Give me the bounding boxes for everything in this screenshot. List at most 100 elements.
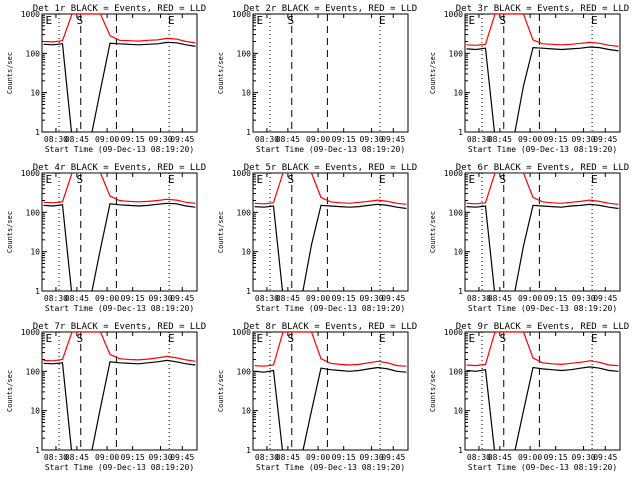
panel-title: Det 3r BLACK = Events, RED = LLD — [456, 4, 629, 14]
event-marker-letter: S — [77, 332, 84, 345]
panel-title: Det 9r BLACK = Events, RED = LLD — [456, 322, 629, 332]
y-tick-label: 10 — [241, 248, 251, 257]
event-marker-letter: E — [591, 14, 598, 27]
x-tick-label: 08:30 — [44, 453, 68, 462]
events-series-line — [466, 203, 619, 291]
x-tick-label: 08:30 — [44, 135, 68, 144]
x-tick-label: 09:45 — [381, 135, 405, 144]
plot-frame — [41, 13, 198, 133]
y-tick-label: 1 — [246, 287, 251, 296]
y-tick-label: 100 — [26, 367, 41, 376]
y-tick-label: 10 — [241, 89, 251, 98]
panel-title: Det 5r BLACK = Events, RED = LLD — [244, 163, 417, 173]
x-axis-label: Start Time (09-Dec-13 08:19:20) — [468, 463, 617, 472]
y-tick-label: 1000 — [444, 10, 463, 19]
event-marker-letter: E — [591, 332, 598, 345]
x-axis-label: Start Time (09-Dec-13 08:19:20) — [45, 304, 194, 313]
x-tick-label: 08:30 — [467, 294, 491, 303]
x-tick-label: 09:15 — [544, 294, 568, 303]
lld-series-line — [43, 332, 196, 362]
x-tick-label: 09:00 — [306, 453, 330, 462]
x-tick-label: 09:30 — [360, 135, 384, 144]
y-tick-label: 1000 — [21, 328, 40, 337]
y-axis-label: Counts/sec — [6, 52, 14, 94]
x-tick-label: 09:15 — [544, 453, 568, 462]
y-axis-label: Counts/sec — [6, 211, 14, 253]
x-tick-label: 09:00 — [95, 294, 119, 303]
y-tick-label: 100 — [26, 49, 41, 58]
event-marker-letter: E — [46, 173, 53, 186]
x-tick-label: 09:30 — [572, 294, 596, 303]
y-tick-label: 1 — [458, 287, 463, 296]
event-marker-letter: E — [379, 14, 386, 27]
y-axis-label: Counts/sec — [217, 52, 225, 94]
event-marker-letter: E — [379, 332, 386, 345]
x-tick-label: 09:45 — [170, 294, 194, 303]
x-tick-label: 08:45 — [65, 294, 89, 303]
x-tick-label: 08:30 — [467, 453, 491, 462]
x-tick-label: 08:45 — [65, 453, 89, 462]
y-tick-label: 1 — [458, 446, 463, 455]
y-axis-label: Counts/sec — [429, 211, 437, 253]
x-tick-label: 08:30 — [44, 294, 68, 303]
event-marker-letter: E — [168, 332, 175, 345]
events-series-line — [254, 366, 407, 450]
x-tick-label: 08:30 — [255, 135, 279, 144]
x-tick-label: 09:45 — [170, 453, 194, 462]
y-tick-label: 1 — [35, 446, 40, 455]
x-tick-label: 09:00 — [518, 135, 542, 144]
event-marker-letter: S — [500, 173, 507, 186]
x-axis-label: Start Time (09-Dec-13 08:19:20) — [45, 145, 194, 154]
y-tick-label: 100 — [237, 208, 252, 217]
event-marker-letter: E — [168, 14, 175, 27]
y-tick-label: 100 — [449, 367, 464, 376]
x-axis-label: Start Time (09-Dec-13 08:19:20) — [256, 304, 405, 313]
x-tick-label: 09:15 — [121, 135, 145, 144]
detector-panel: Det 5r BLACK = Events, RED = LLD 1 10 100 10… — [217, 163, 417, 313]
detector-panel: Det 1r BLACK = Events, RED = LLD 1 10 100 10… — [6, 4, 206, 154]
y-tick-label: 100 — [237, 367, 252, 376]
event-marker-letter: S — [500, 14, 507, 27]
panel-title: Det 7r BLACK = Events, RED = LLD — [33, 322, 206, 332]
y-tick-label: 1 — [35, 128, 40, 137]
x-axis-label: Start Time (09-Dec-13 08:19:20) — [45, 463, 194, 472]
x-tick-label: 09:30 — [572, 135, 596, 144]
y-axis-label: Counts/sec — [429, 370, 437, 412]
x-tick-label: 08:30 — [255, 453, 279, 462]
event-marker-letter: S — [288, 14, 295, 27]
x-tick-label: 09:45 — [381, 453, 405, 462]
x-tick-label: 08:45 — [276, 453, 300, 462]
lld-series-line — [466, 14, 619, 47]
event-marker-letter: E — [257, 14, 264, 27]
panel-title: Det 8r BLACK = Events, RED = LLD — [244, 322, 417, 332]
event-marker-letter: E — [257, 173, 264, 186]
detector-panel: Det 9r BLACK = Events, RED = LLD 1 10 100 10… — [429, 322, 629, 472]
x-tick-label: 09:30 — [149, 135, 173, 144]
y-tick-label: 1 — [35, 287, 40, 296]
lld-series-line — [466, 332, 619, 367]
y-tick-label: 100 — [237, 49, 252, 58]
x-tick-label: 09:15 — [121, 453, 145, 462]
plot-frame — [252, 172, 409, 292]
y-tick-label: 10 — [453, 407, 463, 416]
plot-frame — [252, 13, 409, 133]
event-marker-letter: S — [500, 332, 507, 345]
y-tick-label: 10 — [30, 248, 40, 257]
event-marker-letter: E — [469, 14, 476, 27]
x-tick-label: 09:00 — [95, 453, 119, 462]
y-tick-label: 1000 — [21, 10, 40, 19]
x-tick-label: 08:30 — [255, 294, 279, 303]
detector-panel: Det 6r BLACK = Events, RED = LLD 1 10 100 10… — [429, 163, 629, 313]
x-tick-label: 09:45 — [170, 135, 194, 144]
plot-frame — [464, 172, 621, 292]
event-marker-letter: E — [46, 14, 53, 27]
panel-title: Det 2r BLACK = Events, RED = LLD — [244, 4, 417, 14]
x-tick-label: 09:00 — [518, 294, 542, 303]
x-tick-label: 09:30 — [149, 453, 173, 462]
x-tick-label: 08:45 — [488, 453, 512, 462]
x-axis-label: Start Time (09-Dec-13 08:19:20) — [468, 304, 617, 313]
y-tick-label: 100 — [449, 49, 464, 58]
x-tick-label: 09:15 — [121, 294, 145, 303]
